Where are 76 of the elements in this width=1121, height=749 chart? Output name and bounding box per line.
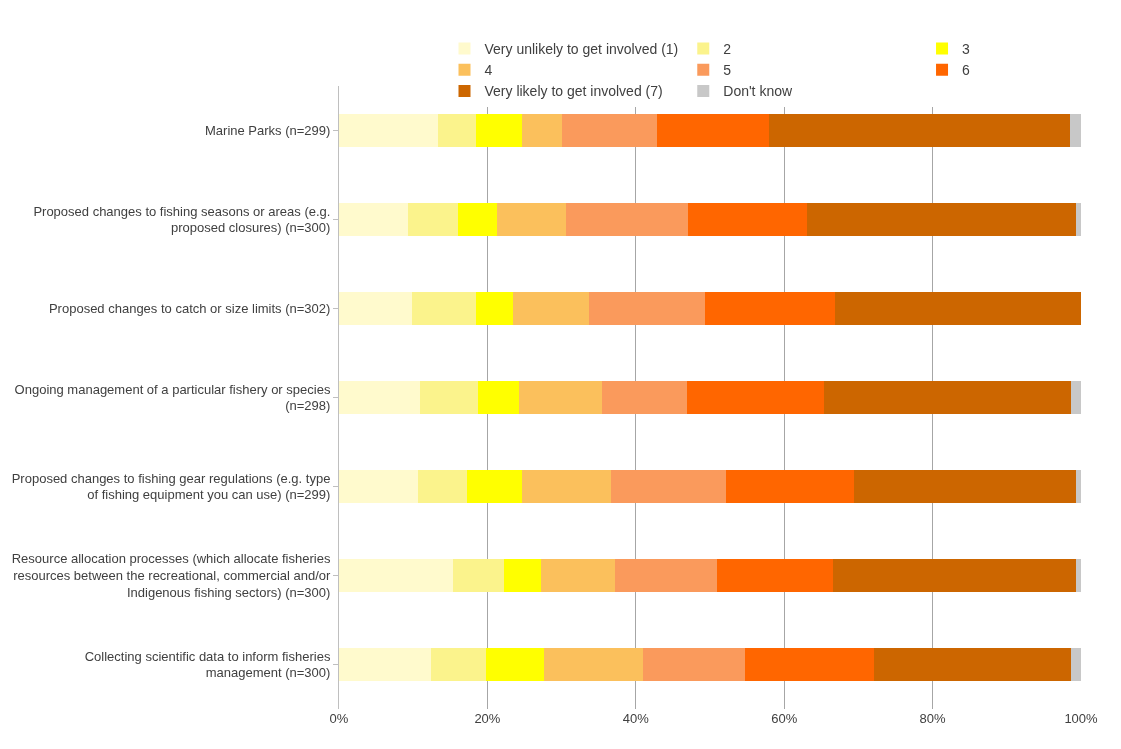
bar [419,380,478,415]
bar [466,469,522,504]
bar [589,291,705,326]
bar [744,647,874,682]
bar [615,558,718,593]
x-tick-label: 40% [622,711,650,726]
bar [339,113,439,148]
bar [833,558,1076,593]
bar [717,558,834,593]
legend-label: Very unlikely to get involved (1) [484,41,679,58]
legend-label: 3 [962,41,971,58]
bar [566,202,688,237]
bar [503,558,541,593]
bar [873,647,1071,682]
y-tick-label: Collecting scientific data to inform fisheries management (n=300) [84,648,331,681]
legend-label: 2 [723,41,732,58]
y-tick-label: Proposed changes to fishing seasons or areas (e.g. proposed closures) (n=300) [33,203,331,236]
bar [1070,380,1081,415]
x-tick-label: 20% [474,711,501,726]
bar [339,558,453,593]
y-tick-label: Proposed changes to catch or size limits (n=302) [48,301,331,317]
bar [339,469,419,504]
bar [611,469,726,504]
bar [807,202,1076,237]
bar [687,380,825,415]
bar [687,202,808,237]
bar [521,469,612,504]
bar [602,380,687,415]
bar [853,469,1076,504]
bar [643,647,745,682]
bar [476,113,522,148]
x-tick-label: 60% [771,711,798,726]
bar [521,113,563,148]
bar [452,558,504,593]
bar [339,380,420,415]
bar [519,380,603,415]
legend-label: 6 [962,62,971,79]
bar [725,469,854,504]
y-tick-label: Ongoing management of a particular fishery or species (n=298) [14,381,331,414]
bar [418,469,467,504]
y-tick-label: Proposed changes to fishing gear regulations (e.g. type of fishing equipment you can use) (n=299) [11,470,331,503]
bar [477,380,520,415]
x-tick-label: 0% [329,711,349,726]
bar [339,291,413,326]
legend-label: 5 [723,62,732,79]
bar [835,291,1081,326]
bar [1075,202,1081,237]
y-tick-label: Marine Parks (n=299) [205,123,331,139]
bar [512,291,590,326]
y-tick-label: Resource allocation processes (which allocate fisheries resources between the recreational, commercial and/or Indigenous fishing sectors) (n=300) [11,551,332,600]
bar [408,202,459,237]
bar [458,202,498,237]
bar [1075,469,1081,504]
bar [476,291,513,326]
legend-label: Very likely to get involved (7) [484,83,663,100]
bar [768,113,1070,148]
legend-label: Don't know [723,83,793,100]
x-tick-label: 100% [1064,711,1099,726]
bar [339,647,432,682]
bar [485,647,544,682]
bar [1075,558,1081,593]
bar [431,647,486,682]
bar [438,113,477,148]
bar [1070,647,1081,682]
bar [497,202,567,237]
legend-label: 4 [484,62,493,79]
bar [412,291,477,326]
bar [824,380,1071,415]
bar [543,647,644,682]
bar [339,202,409,237]
bar [1069,113,1081,148]
x-tick-label: 80% [919,711,947,726]
bar [540,558,616,593]
bar [656,113,769,148]
bar [562,113,657,148]
bar [704,291,836,326]
